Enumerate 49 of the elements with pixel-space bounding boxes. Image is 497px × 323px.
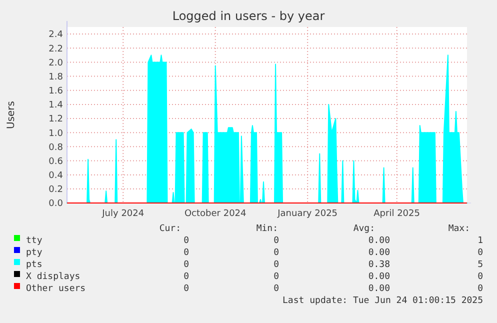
text: 0 — [184, 260, 189, 270]
text: 0 — [274, 272, 279, 282]
y-tick-label: 1.8 — [48, 72, 64, 82]
text: 0 — [184, 272, 189, 282]
text: Last update: Tue Jun 24 01:00:15 2025 — [282, 296, 483, 306]
text: Max: — [448, 224, 470, 234]
y-tick-label: 1.2 — [48, 114, 63, 125]
text: 0 — [478, 284, 483, 294]
y-tick-label: 0.4 — [48, 170, 64, 181]
legend-label: X displays — [26, 272, 80, 282]
text: 0 — [274, 260, 279, 270]
text: 0 — [184, 248, 189, 258]
y-tick-label: 0.2 — [48, 185, 63, 196]
x-tick-label: October 2024 — [184, 209, 247, 219]
text: 1 — [478, 236, 483, 246]
text: 0 — [478, 272, 483, 282]
y-tick-label: 0.0 — [48, 199, 64, 210]
y-tick-label: 1.0 — [48, 128, 64, 139]
text: 0 — [274, 284, 279, 294]
text: 0 — [274, 236, 279, 246]
y-tick-label: 2.2 — [48, 44, 63, 54]
text: 5 — [478, 260, 483, 270]
text: 0.00 — [368, 248, 390, 258]
text: Avg: — [353, 224, 375, 234]
text: 0.00 — [368, 236, 390, 246]
y-tick-label: 0.6 — [48, 156, 64, 167]
y-tick-label: 0.8 — [48, 142, 64, 153]
y-tick-label: 1.6 — [48, 86, 64, 97]
y-axis-title: Users — [6, 100, 17, 130]
y-tick-label: 2.0 — [48, 58, 64, 68]
chart-title: Logged in users - by year — [172, 9, 325, 23]
legend-label: tty — [26, 236, 43, 246]
legend-label: pts — [26, 260, 42, 270]
text: Min: — [256, 224, 278, 234]
text: 0.00 — [368, 284, 390, 294]
text: 0.38 — [368, 260, 390, 270]
text: 0 — [184, 236, 189, 246]
text: 0 — [478, 248, 483, 258]
y-tick-label: 1.4 — [48, 100, 64, 111]
y-tick-label: 2.4 — [48, 30, 64, 40]
legend-label: Other users — [26, 284, 86, 294]
text: 0.00 — [368, 272, 390, 282]
text: 0 — [274, 248, 279, 258]
x-tick-label: July 2024 — [101, 209, 144, 219]
text: 0 — [184, 284, 189, 294]
x-tick-label: April 2025 — [374, 209, 420, 219]
x-tick-label: January 2025 — [276, 209, 338, 219]
legend-label: pty — [26, 248, 43, 258]
text: Cur: — [159, 224, 181, 234]
